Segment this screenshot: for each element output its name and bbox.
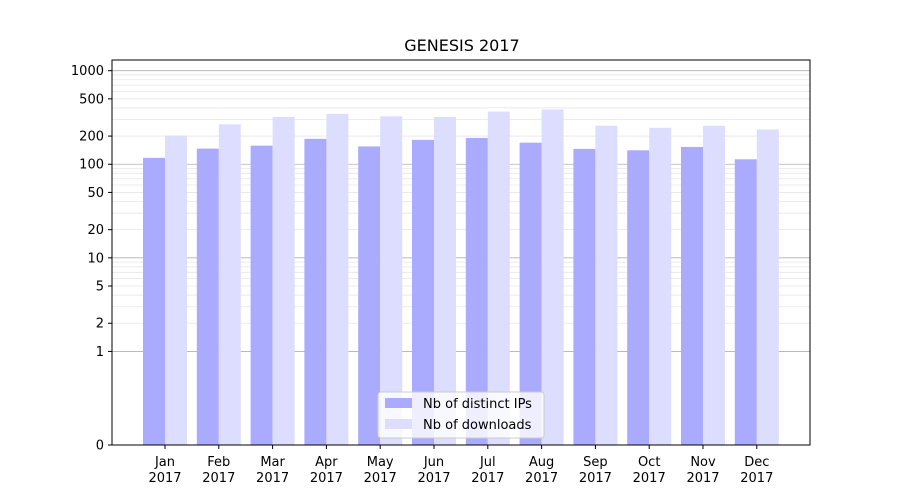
x-tick-label-month: Mar [260,455,285,470]
x-tick-label-month: Jul [479,455,496,470]
bar-downloads [756,129,779,445]
x-tick-label-year: 2017 [148,471,181,486]
bar-distinct-ips [734,159,757,446]
x-tick-label-year: 2017 [256,471,289,486]
x-tick-label-year: 2017 [633,471,666,486]
plot-frame [111,59,811,446]
x-tick-label-year: 2017 [417,471,450,486]
bars [143,109,779,446]
x-tick-label-month: Apr [315,455,338,470]
bar-distinct-ips [412,139,434,445]
x-tick-label-month: Feb [207,455,230,470]
bar-distinct-ips [627,150,650,445]
bar-downloads [165,135,187,445]
y-tick-label: 10 [87,251,104,266]
legend: Nb of distinct IPs Nb of downloads [377,391,545,439]
bar-distinct-ips [358,146,381,446]
bar-distinct-ips [573,148,596,445]
x-tick-label-month: Nov [690,455,716,470]
x-tick-label-year: 2017 [686,471,719,486]
x-tick-label-year: 2017 [202,471,235,486]
x-tick-label-month: May [367,455,394,470]
x-tick-label-year: 2017 [579,471,612,486]
y-tick-label: 2 [96,317,104,332]
bar-downloads [434,116,456,446]
x-tick-label-year: 2017 [525,471,558,486]
x-tick-label-year: 2017 [740,471,773,486]
legend-swatch-distinct-ips [385,398,412,408]
legend-frame [377,391,545,439]
y-axis: 0 1 2 5 10 20 50 100 200 500 1000 [71,64,112,454]
y-tick-label: 1 [96,345,104,360]
y-tick-label: 5 [96,280,104,295]
y-tick-label: 0 [96,439,104,454]
x-axis: Jan2017Feb2017Mar2017Apr2017May2017Jun20… [148,445,773,486]
y-tick-label: 50 [87,186,104,201]
x-tick-label-year: 2017 [364,471,397,486]
bar-downloads [649,127,672,445]
x-tick-label-month: Jan [154,455,175,470]
bar-distinct-ips [196,148,219,445]
x-tick-label-year: 2017 [471,471,504,486]
x-tick-label-month: Dec [744,455,769,470]
x-tick-label-year: 2017 [310,471,343,486]
chart-title: GENESIS 2017 [404,36,519,55]
y-tick-label: 20 [87,223,104,238]
y-tick-label: 100 [79,158,104,173]
x-tick-label-month: Jun [423,455,444,470]
x-tick-label-month: Aug [529,455,554,470]
bar-downloads [218,124,241,445]
bar-distinct-ips [143,157,165,446]
bar-distinct-ips [250,145,273,445]
bar-distinct-ips [681,146,703,446]
y-tick-label: 1000 [71,64,104,79]
y-tick-label: 200 [79,130,104,145]
bar-downloads [326,113,349,446]
bar-downloads [380,116,403,445]
bar-distinct-ips [465,137,488,445]
legend-swatch-downloads [385,419,412,429]
bar-downloads [703,125,725,445]
bar-downloads [272,116,295,446]
x-tick-label-month: Oct [638,455,660,470]
legend-label-downloads: Nb of downloads [423,418,532,433]
x-tick-label-month: Sep [583,455,608,470]
bar-downloads [541,109,564,445]
bar-downloads [595,125,618,445]
legend-label-distinct-ips: Nb of distinct IPs [423,397,532,412]
bar-distinct-ips [519,142,542,445]
y-tick-label: 500 [79,92,104,107]
bar-distinct-ips [304,138,327,445]
bar-downloads [487,111,510,445]
